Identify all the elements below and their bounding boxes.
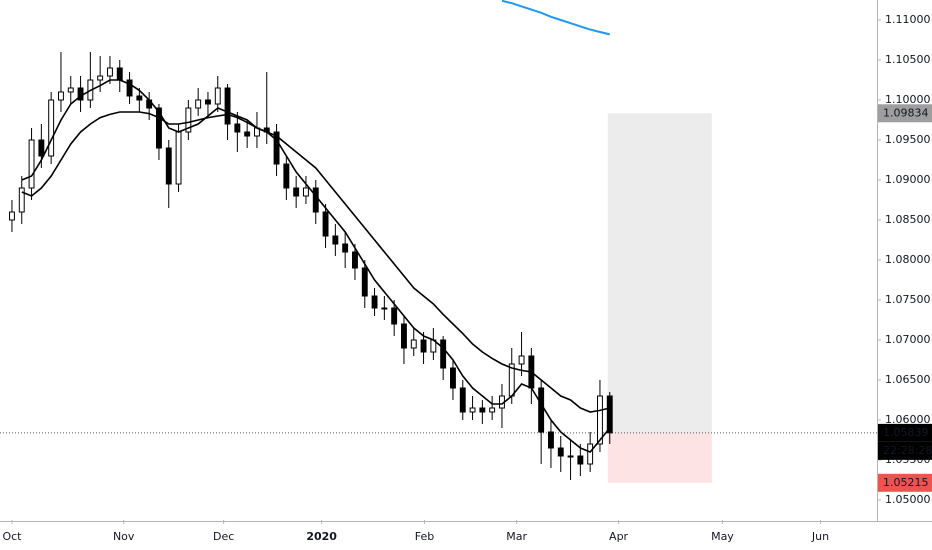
candle-body bbox=[67, 87, 74, 93]
candle-body bbox=[156, 107, 162, 149]
candle-body bbox=[332, 235, 339, 245]
y-tick-label: 1.08000 bbox=[885, 253, 931, 266]
candle-body bbox=[185, 107, 192, 133]
x-tick-label: Feb bbox=[415, 530, 434, 543]
candle-body bbox=[371, 295, 378, 309]
plot-area bbox=[0, 0, 877, 483]
candle-body bbox=[469, 407, 476, 413]
target-label-bg bbox=[878, 104, 932, 123]
x-tick-label: Nov bbox=[113, 530, 135, 543]
candle-body bbox=[38, 139, 45, 157]
candle-body bbox=[548, 431, 554, 449]
candle-body bbox=[273, 131, 280, 165]
candle-body bbox=[214, 87, 221, 105]
x-tick-label: Jun bbox=[811, 530, 829, 543]
stop-label: 1.05215 bbox=[883, 476, 929, 489]
candle-body bbox=[538, 387, 545, 433]
y-tick-label: 1.06000 bbox=[885, 413, 931, 426]
candle-body bbox=[479, 407, 486, 413]
profit-zone bbox=[607, 113, 712, 433]
candle-body bbox=[557, 447, 564, 457]
y-tick-label: 1.07500 bbox=[885, 293, 931, 306]
candle-body bbox=[420, 339, 427, 353]
candle-body bbox=[450, 367, 456, 389]
candle-body bbox=[283, 163, 290, 189]
candle-body bbox=[440, 339, 447, 369]
candle-body bbox=[58, 91, 64, 101]
candle-body bbox=[195, 99, 202, 109]
candle-body bbox=[303, 187, 309, 197]
price-label-bg bbox=[878, 423, 932, 442]
target-label: 1.09834 bbox=[883, 106, 929, 119]
countdown-label: 22:28:28 bbox=[883, 444, 932, 457]
candle-body bbox=[107, 67, 113, 77]
candle-body bbox=[489, 407, 496, 413]
candle-body bbox=[361, 267, 368, 297]
candle-body bbox=[48, 99, 55, 157]
candle-body bbox=[18, 187, 25, 213]
x-tick-label: Dec bbox=[213, 530, 234, 543]
y-tick-label: 1.11000 bbox=[885, 13, 931, 26]
candle-body bbox=[597, 395, 603, 445]
candle-body bbox=[577, 455, 584, 465]
y-tick-label: 1.06500 bbox=[885, 373, 931, 386]
x-tick-label: May bbox=[711, 530, 734, 543]
candle-body bbox=[342, 243, 349, 253]
x-tick-label: Apr bbox=[609, 530, 629, 543]
candle-body bbox=[126, 79, 133, 97]
candle-body bbox=[518, 355, 525, 365]
y-tick-label: 1.10000 bbox=[885, 93, 931, 106]
x-tick-label: 2020 bbox=[306, 530, 337, 543]
candle-body bbox=[587, 443, 594, 465]
indicator-line bbox=[501, 0, 611, 36]
candle-body bbox=[136, 95, 143, 101]
candle-body bbox=[391, 307, 398, 325]
candle-body bbox=[459, 387, 466, 413]
x-tick-label: Mar bbox=[506, 530, 527, 543]
candle-body bbox=[234, 123, 241, 133]
y-tick-label: 1.09000 bbox=[885, 173, 931, 186]
indicator-line bbox=[21, 111, 610, 413]
candle-body bbox=[293, 187, 300, 197]
candle-body bbox=[567, 455, 574, 458]
price-label: 1.05839 bbox=[883, 426, 929, 439]
x-tick-label: Oct bbox=[2, 530, 22, 543]
loss-zone bbox=[607, 432, 712, 483]
y-tick-label: 1.08500 bbox=[885, 213, 931, 226]
stop-label-bg bbox=[878, 473, 932, 492]
candle-body bbox=[224, 87, 231, 125]
y-tick-label: 1.07000 bbox=[885, 333, 931, 346]
y-tick-label: 1.05000 bbox=[885, 493, 931, 506]
candle-body bbox=[606, 395, 613, 434]
candle-body bbox=[410, 339, 417, 349]
candle-body bbox=[381, 307, 388, 310]
candle-body bbox=[322, 211, 329, 237]
countdown-bg bbox=[878, 441, 932, 460]
y-tick-label: 1.09500 bbox=[885, 133, 931, 146]
candle-body bbox=[165, 147, 172, 185]
candle-body bbox=[312, 187, 319, 213]
candle-body bbox=[9, 211, 15, 221]
candle-body bbox=[352, 251, 358, 269]
indicator-line bbox=[21, 79, 611, 453]
candle-body bbox=[401, 323, 407, 349]
y-tick-label: 1.10500 bbox=[885, 53, 931, 66]
candle-body bbox=[28, 139, 35, 189]
candle-body bbox=[97, 75, 104, 81]
candle-body bbox=[244, 131, 251, 137]
candle-body bbox=[205, 99, 211, 105]
candle-body bbox=[116, 67, 123, 81]
candle-body bbox=[175, 131, 182, 185]
